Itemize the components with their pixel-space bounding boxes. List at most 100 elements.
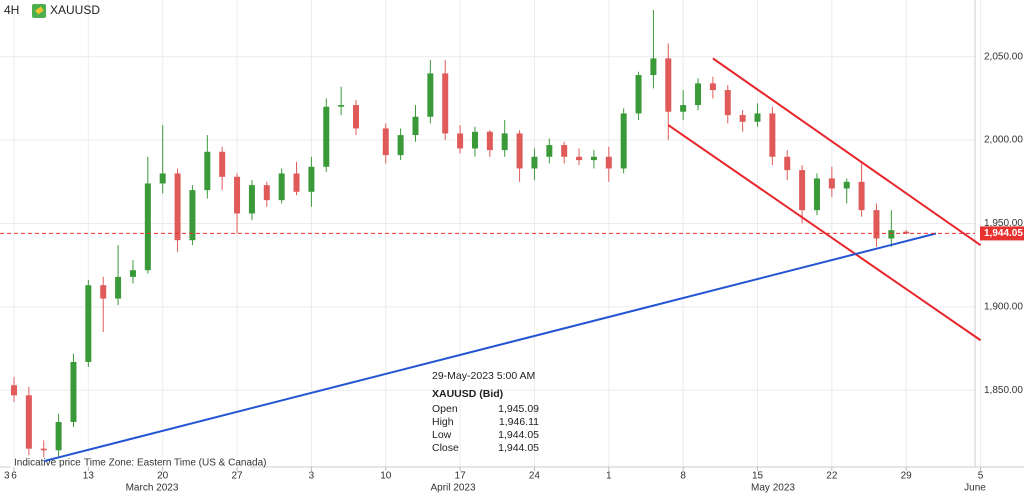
candle-body xyxy=(635,75,642,114)
candle-body xyxy=(501,133,508,151)
candle-body xyxy=(561,145,568,157)
candle-body xyxy=(85,285,92,362)
y-tick-label: 1,850.00 xyxy=(984,385,1023,396)
candle-body xyxy=(159,173,166,184)
candle-body xyxy=(189,190,196,241)
candle-body xyxy=(278,173,285,201)
interval: 4H xyxy=(4,3,19,17)
current-price-label: 1,944.05 xyxy=(984,228,1023,239)
candle-body xyxy=(486,131,493,151)
month-label: May 2023 xyxy=(751,483,795,493)
x-tick-label: 3 xyxy=(4,471,10,482)
candle-body xyxy=(873,210,880,239)
candle-body xyxy=(650,58,657,76)
candle-body xyxy=(680,105,687,112)
x-tick-label: 3 xyxy=(309,471,315,482)
candle-body xyxy=(457,133,464,149)
candle-body xyxy=(323,106,330,167)
candle-body xyxy=(516,133,523,169)
candle-body xyxy=(813,178,820,211)
plot xyxy=(11,10,910,459)
x-tick-label: 13 xyxy=(83,471,95,482)
candle-body xyxy=(620,113,627,169)
candle-body xyxy=(442,73,449,134)
candle-body xyxy=(724,90,731,116)
candle-body xyxy=(843,181,850,189)
y-tick-label: 1,950.00 xyxy=(984,218,1023,229)
trendline xyxy=(43,232,937,463)
symbol: XAUUSD xyxy=(50,3,100,17)
candle-body xyxy=(412,116,419,136)
candle-body xyxy=(695,83,702,106)
candle-body xyxy=(471,131,478,149)
tooltip-row-value: 1,945.09 xyxy=(498,403,539,415)
month-label: March 2023 xyxy=(126,483,179,493)
tooltip-row-value: 1,944.05 xyxy=(498,429,539,441)
x-tick-label: 1 xyxy=(606,471,612,482)
trendline xyxy=(712,57,982,246)
x-tick-label: 17 xyxy=(455,471,467,482)
candle-body xyxy=(70,361,77,422)
y-tick-label: 2,050.00 xyxy=(984,51,1023,62)
indicative-note: Indicative price xyxy=(14,458,81,469)
candle-body xyxy=(799,170,806,211)
x-tick-label: 5 xyxy=(978,471,984,482)
candle-body xyxy=(234,176,241,214)
symbol-icon-bar xyxy=(35,6,44,15)
candle-body xyxy=(605,156,612,169)
candle-body xyxy=(55,421,62,451)
candle-body xyxy=(665,58,672,112)
candle-body xyxy=(531,156,538,169)
timezone: Time Zone: Eastern Time (US & Canada) xyxy=(84,458,266,469)
x-tick-label: 27 xyxy=(231,471,243,482)
tooltip-row-value: 1,944.05 xyxy=(498,442,539,454)
month-label: June xyxy=(964,483,986,493)
x-tick-label: 10 xyxy=(380,471,392,482)
tooltip-row-name: High xyxy=(432,416,454,428)
candle-body xyxy=(739,115,746,122)
candle-body xyxy=(382,128,389,156)
candle-body xyxy=(709,83,716,91)
candle-body xyxy=(25,395,32,449)
candle-body xyxy=(546,145,553,157)
candle-body xyxy=(293,173,300,192)
tooltip-title: XAUUSD (Bid) xyxy=(432,388,503,400)
candle-body xyxy=(129,270,136,277)
candle-body xyxy=(144,183,151,271)
x-tick-label: 24 xyxy=(529,471,541,482)
footer-bg xyxy=(10,457,250,469)
x-tick-label: 8 xyxy=(680,471,686,482)
tooltip-row-value: 1,946.11 xyxy=(499,416,539,428)
candle-body xyxy=(219,151,226,177)
candle-body xyxy=(828,178,835,189)
x-tick-label: 29 xyxy=(901,471,913,482)
tooltip-row-name: Low xyxy=(432,429,452,441)
candle-body xyxy=(754,113,761,122)
y-tick-label: 1,900.00 xyxy=(984,302,1023,313)
current-price-box xyxy=(980,226,1024,241)
candle-body xyxy=(888,230,895,239)
candle-body xyxy=(353,105,360,129)
candle-body xyxy=(397,135,404,156)
tooltip-row-name: Close xyxy=(432,442,459,454)
x-tick-label: 20 xyxy=(157,471,169,482)
trendline xyxy=(667,124,982,342)
tooltip: 29-May-2023 5:00 AM XAUUSD (Bid) Open 1,9… xyxy=(432,370,539,454)
candle-body xyxy=(115,276,122,299)
candle-body xyxy=(576,156,583,161)
candle-body xyxy=(338,105,345,107)
candle-body xyxy=(100,285,107,299)
candle-body xyxy=(11,385,17,396)
tooltip-row-name: Open xyxy=(432,403,458,415)
candle-body xyxy=(427,73,434,117)
x-tick-label: 6 xyxy=(11,471,17,482)
month-label: April 2023 xyxy=(430,483,475,493)
candle-body xyxy=(204,151,211,191)
x-tick-label: 15 xyxy=(752,471,764,482)
y-tick-label: 2,000.00 xyxy=(984,135,1023,146)
candle-body xyxy=(263,185,270,201)
candle-body xyxy=(308,166,315,192)
candle-body xyxy=(769,113,776,157)
